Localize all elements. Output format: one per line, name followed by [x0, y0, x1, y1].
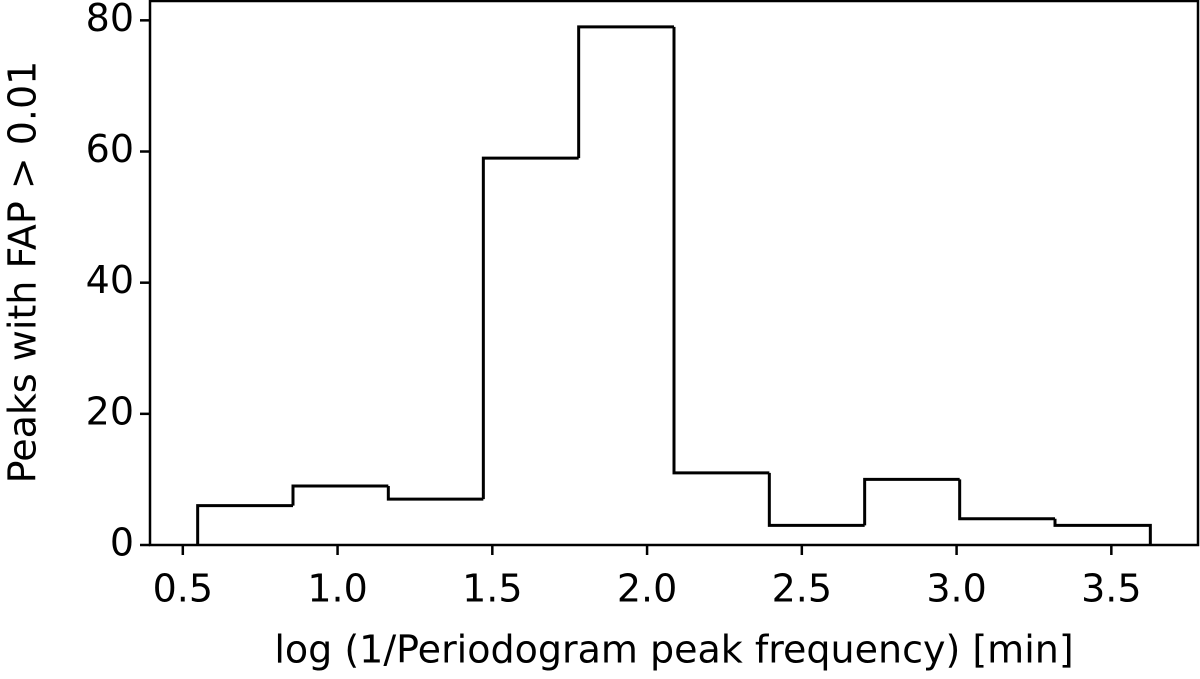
histogram-bin	[291, 484, 389, 506]
x-tick-label: 3.5	[1081, 567, 1141, 611]
histogram-bin	[863, 477, 960, 526]
y-axis-label: Peaks with FAP > 0.01	[1, 61, 45, 484]
histogram-bin	[767, 472, 865, 527]
x-axis-label: log (1/Periodogram peak frequency) [min]	[274, 628, 1073, 672]
plot-frame	[148, 0, 1200, 547]
y-tick-label: 80	[86, 0, 134, 40]
y-tick-label: 40	[86, 258, 134, 302]
x-tick-label: 1.5	[462, 567, 522, 611]
y-tick-label: 60	[86, 127, 134, 171]
histogram-bin	[672, 26, 770, 475]
x-tick-label: 1.0	[307, 567, 367, 611]
histogram-bin	[577, 25, 674, 159]
x-tick-label: 2.5	[772, 567, 832, 611]
histogram-bin	[958, 479, 1056, 521]
histogram-bin	[386, 485, 484, 501]
histogram-bin	[1053, 518, 1152, 545]
y-tick-label: 0	[110, 521, 134, 565]
y-tick-label: 20	[86, 389, 134, 433]
x-tick-label: 2.0	[617, 567, 677, 611]
histogram-bin	[481, 156, 579, 500]
x-tick-label: 0.5	[153, 567, 213, 611]
x-tick-label: 3.0	[926, 567, 986, 611]
histogram-bin	[196, 504, 293, 545]
